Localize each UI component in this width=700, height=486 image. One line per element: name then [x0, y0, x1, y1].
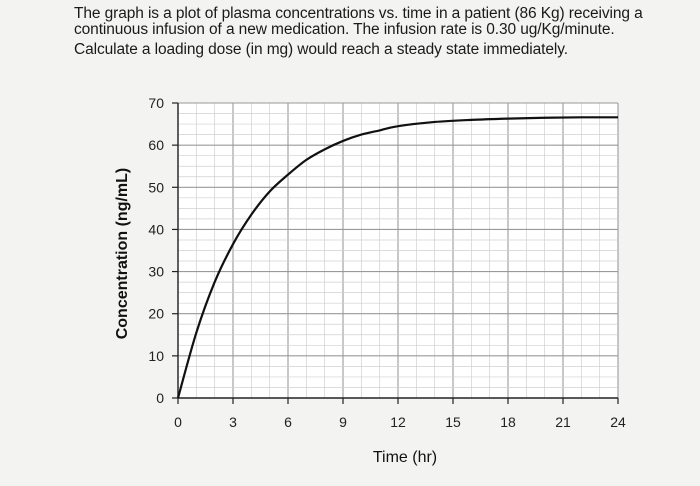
x-tick-label: 15 [445, 414, 461, 430]
concentration-curve [176, 116, 619, 399]
question-line-2: continuous infusion of a new medication.… [74, 21, 615, 38]
y-tick-label: 10 [148, 348, 164, 364]
x-tick-label: 21 [555, 414, 571, 430]
y-tick-label: 0 [156, 390, 164, 406]
x-tick-label: 12 [390, 414, 406, 430]
grid-lines [177, 102, 619, 399]
y-tick-label: 20 [148, 306, 164, 322]
x-axis-title: Time (hr) [373, 449, 437, 466]
y-tick-label: 40 [148, 221, 164, 237]
x-tick-label: 6 [284, 414, 292, 430]
x-tick-label: 3 [229, 414, 237, 430]
y-tick-label: 30 [148, 264, 164, 280]
y-axis-title: Concentration (ng/mL) [114, 168, 131, 340]
axis-ticks: 0 3 6 9 12 15 18 21 24 0 10 20 30 40 50 60 70 [148, 95, 626, 430]
y-tick-label: 70 [148, 95, 164, 111]
x-tick-label: 0 [174, 414, 182, 430]
question-line-3: Calculate a loading dose (in mg) would r… [74, 41, 568, 58]
y-tick-label: 60 [148, 137, 164, 153]
question-text: The graph is a plot of plasma concentrat… [74, 6, 674, 58]
x-tick-label: 24 [610, 414, 626, 430]
question-line-1: The graph is a plot of plasma concentrat… [74, 5, 643, 22]
x-tick-label: 18 [500, 414, 516, 430]
x-tick-label: 9 [339, 414, 347, 430]
y-tick-label: 50 [148, 179, 164, 195]
